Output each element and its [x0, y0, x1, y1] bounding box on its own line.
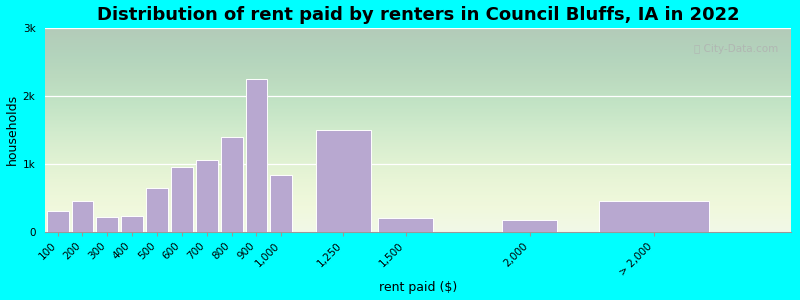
Bar	[96, 217, 118, 232]
Bar	[122, 216, 143, 232]
Bar	[270, 176, 292, 232]
Bar	[599, 201, 709, 232]
Bar	[46, 212, 69, 232]
Text: ⓘ City-Data.com: ⓘ City-Data.com	[694, 44, 778, 54]
Bar	[196, 160, 218, 232]
Bar	[502, 220, 557, 232]
Bar	[246, 79, 267, 232]
X-axis label: rent paid ($): rent paid ($)	[379, 281, 457, 294]
Bar	[221, 137, 242, 232]
Bar	[171, 167, 193, 232]
Bar	[146, 188, 168, 232]
Y-axis label: households: households	[6, 94, 18, 165]
Bar	[316, 130, 370, 232]
Title: Distribution of rent paid by renters in Council Bluffs, IA in 2022: Distribution of rent paid by renters in …	[97, 6, 739, 24]
Bar	[71, 201, 94, 232]
Bar	[378, 218, 433, 232]
